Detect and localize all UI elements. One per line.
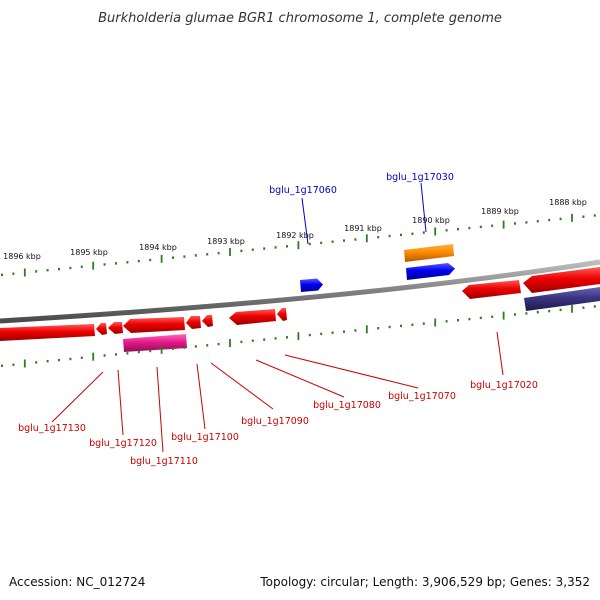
gene-label-bglu-1g17030[interactable]: bglu_1g17030 bbox=[386, 172, 454, 183]
kbp-label: 1895 kbp bbox=[70, 248, 108, 257]
kbp-label: 1893 kbp bbox=[207, 237, 245, 246]
reverse-strand-track bbox=[0, 267, 600, 352]
gene-bglu-1g17100-arrow[interactable] bbox=[186, 316, 201, 329]
kbp-label: 1889 kbp bbox=[481, 207, 519, 216]
gene-bglu-1g17030-arrow[interactable] bbox=[406, 263, 455, 280]
leader-line bbox=[301, 197, 309, 245]
gene-bglu-1g17015-bar[interactable] bbox=[524, 287, 600, 311]
gene-label-bglu-1g17100[interactable]: bglu_1g17100 bbox=[171, 432, 239, 443]
gene-bglu-1g17010-arrow[interactable] bbox=[523, 267, 600, 293]
gene-bglu-1g17060-arrow[interactable] bbox=[300, 278, 323, 293]
kbp-label: 1894 kbp bbox=[139, 243, 177, 252]
outer-tick-track bbox=[1, 213, 596, 277]
gene-label-bglu-1g17110[interactable]: bglu_1g17110 bbox=[130, 456, 198, 467]
forward-strand-track bbox=[300, 244, 455, 292]
kbp-label: 1896 kbp bbox=[3, 252, 41, 261]
gene-bglu-1g17090-arrow[interactable] bbox=[229, 309, 276, 325]
gene-label-bglu-1g17120[interactable]: bglu_1g17120 bbox=[89, 438, 157, 449]
gene-bglu-1g17110-arrow[interactable] bbox=[123, 317, 185, 333]
inner-tick-track bbox=[1, 304, 596, 368]
leader-line bbox=[255, 359, 345, 398]
gene-bglu-1g17105-bar[interactable] bbox=[123, 334, 187, 352]
label-leader-lines bbox=[51, 182, 504, 453]
gene-labels: bglu_1g17060 bglu_1g17030 bglu_1g17020 b… bbox=[18, 172, 538, 467]
leader-line bbox=[284, 354, 419, 389]
gene-bglu-1g17080-arrow[interactable] bbox=[277, 308, 287, 321]
gene-label-bglu-1g17060[interactable]: bglu_1g17060 bbox=[269, 185, 337, 196]
kbp-label: 1890 kbp bbox=[412, 216, 450, 225]
gene-bglu-1g17115-arrow[interactable] bbox=[108, 322, 123, 334]
gene-bglu-1g17020-arrow[interactable] bbox=[462, 280, 521, 299]
leader-line bbox=[51, 371, 104, 423]
gene-bglu-1g17040-bar[interactable] bbox=[404, 244, 454, 262]
gene-label-bglu-1g17080[interactable]: bglu_1g17080 bbox=[313, 400, 381, 411]
gene-label-bglu-1g17070[interactable]: bglu_1g17070 bbox=[388, 391, 456, 402]
kbp-label: 1892 kbp bbox=[276, 231, 314, 240]
accession-text: Accession: NC_012724 bbox=[9, 575, 145, 589]
leader-line bbox=[196, 363, 206, 430]
leader-line bbox=[496, 331, 504, 376]
gene-bglu-1g17130-arrow[interactable] bbox=[0, 324, 95, 341]
gene-label-bglu-1g17020[interactable]: bglu_1g17020 bbox=[470, 380, 538, 391]
gene-label-bglu-1g17130[interactable]: bglu_1g17130 bbox=[18, 423, 86, 434]
gene-label-bglu-1g17090[interactable]: bglu_1g17090 bbox=[241, 416, 309, 427]
map-title: Burkholderia glumae BGR1 chromosome 1, c… bbox=[98, 11, 502, 26]
gene-bglu-1g17120-arrow[interactable] bbox=[96, 323, 107, 335]
genome-info-text: Topology: circular; Length: 3,906,529 bp… bbox=[259, 575, 590, 589]
kbp-label: 1891 kbp bbox=[344, 224, 382, 233]
leader-line bbox=[420, 182, 427, 233]
leader-line bbox=[210, 362, 274, 410]
gene-bglu-1g17095-arrow[interactable] bbox=[202, 315, 213, 327]
kbp-scale: 1896 kbp 1895 kbp 1894 kbp 1893 kbp 1892… bbox=[3, 198, 587, 261]
leader-line bbox=[156, 366, 164, 453]
genome-backbone bbox=[0, 259, 600, 324]
kbp-label: 1888 kbp bbox=[549, 198, 587, 207]
leader-line bbox=[117, 369, 124, 436]
